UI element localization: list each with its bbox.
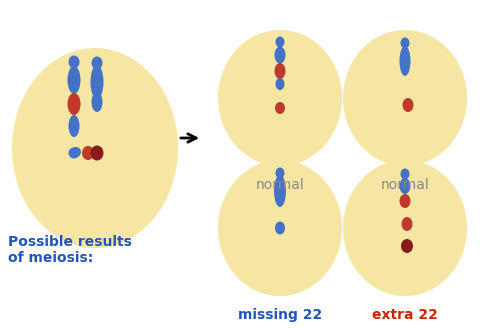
Ellipse shape (12, 48, 178, 248)
Text: of meiosis:: of meiosis: (8, 251, 93, 265)
Ellipse shape (401, 37, 410, 49)
Ellipse shape (90, 65, 103, 99)
Text: Possible results: Possible results (8, 235, 132, 249)
Ellipse shape (275, 221, 285, 235)
Ellipse shape (68, 55, 79, 69)
Ellipse shape (90, 146, 103, 160)
Ellipse shape (275, 78, 284, 90)
Ellipse shape (67, 66, 80, 94)
Ellipse shape (275, 102, 285, 114)
Text: extra 22: extra 22 (372, 308, 438, 322)
Ellipse shape (275, 36, 284, 48)
Ellipse shape (400, 178, 411, 194)
Ellipse shape (68, 115, 79, 137)
Ellipse shape (274, 47, 285, 64)
Ellipse shape (82, 146, 94, 160)
Ellipse shape (343, 160, 467, 296)
Ellipse shape (401, 239, 413, 253)
Ellipse shape (218, 30, 342, 166)
Ellipse shape (400, 194, 411, 208)
Ellipse shape (401, 169, 410, 179)
Ellipse shape (218, 160, 342, 296)
Ellipse shape (71, 147, 81, 157)
Ellipse shape (400, 46, 411, 76)
Ellipse shape (91, 56, 102, 70)
Text: normal: normal (381, 178, 429, 192)
Ellipse shape (403, 98, 414, 112)
Text: normal: normal (255, 178, 304, 192)
Ellipse shape (68, 148, 79, 158)
Ellipse shape (274, 63, 285, 79)
Ellipse shape (402, 217, 413, 231)
Text: missing 22: missing 22 (238, 308, 322, 322)
Ellipse shape (275, 168, 284, 178)
Ellipse shape (91, 92, 102, 112)
Ellipse shape (67, 93, 80, 115)
Ellipse shape (274, 175, 286, 207)
Ellipse shape (343, 30, 467, 166)
